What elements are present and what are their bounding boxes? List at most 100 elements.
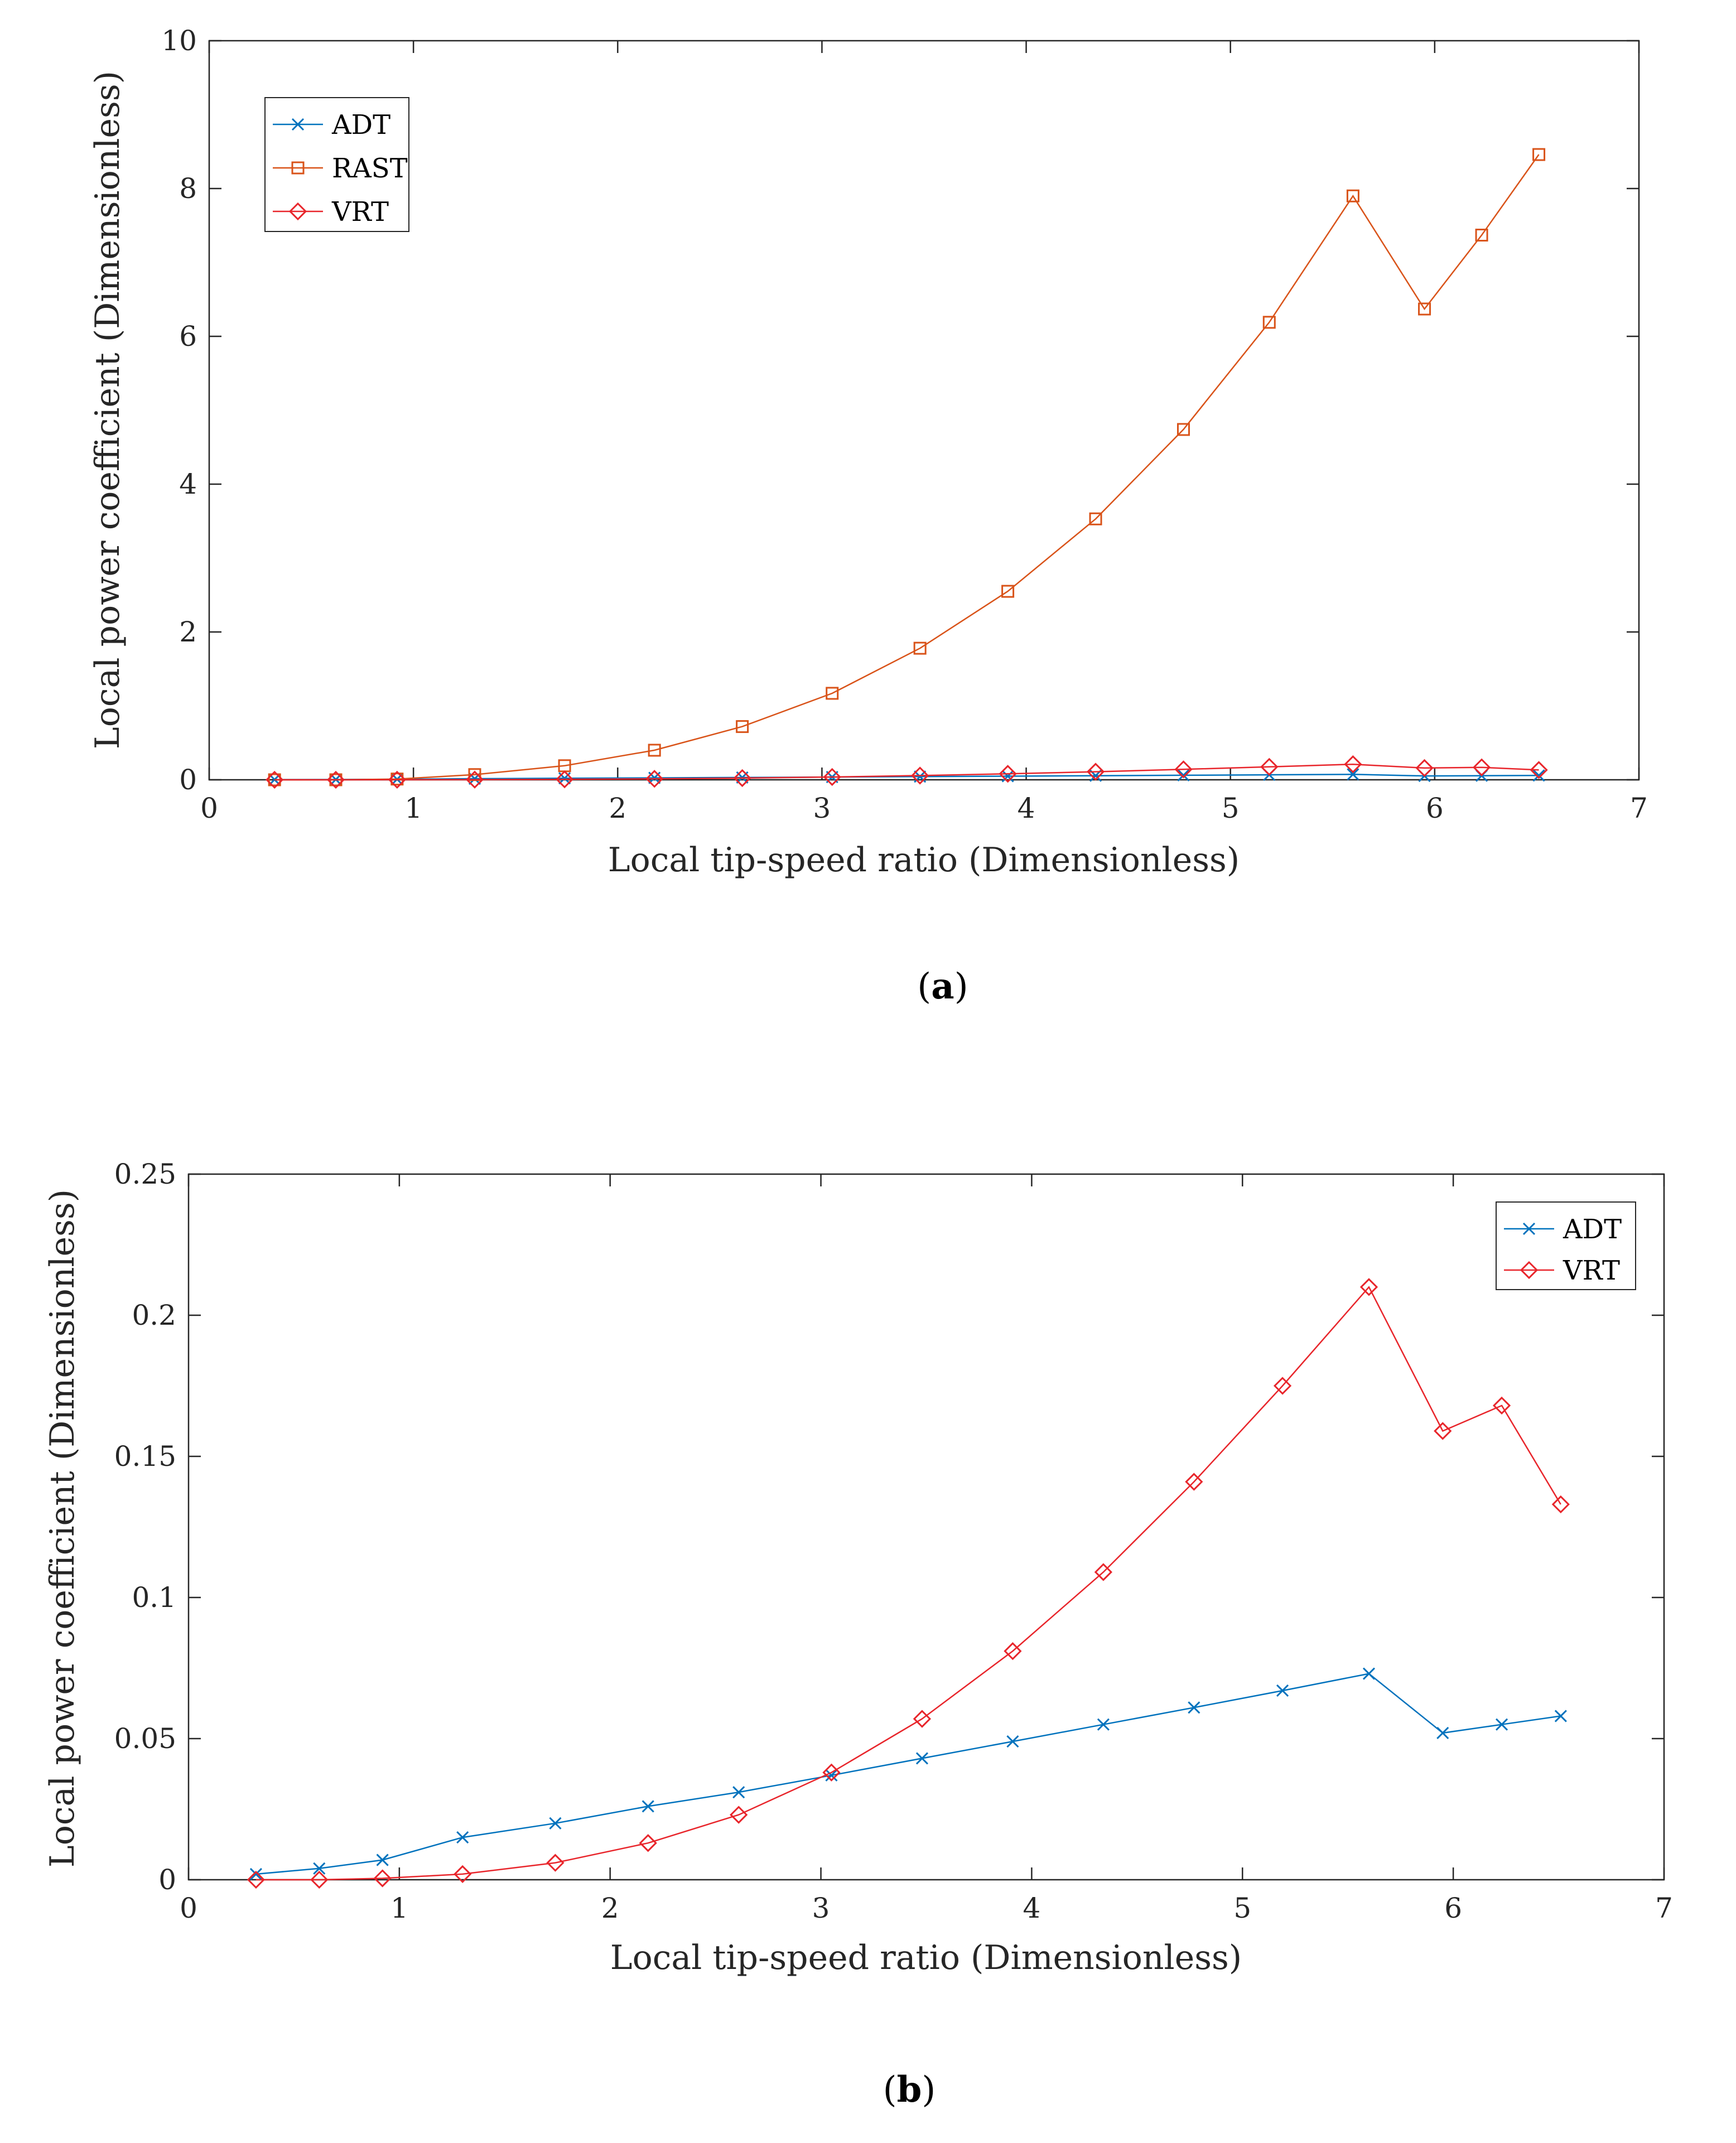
data-point-vrt <box>1551 1495 1570 1514</box>
data-point-vrt <box>822 1763 841 1782</box>
data-point-rast <box>1001 585 1015 598</box>
data-point-adt <box>1177 769 1190 781</box>
data-point-adt <box>549 1817 562 1830</box>
data-point-rast <box>1532 148 1546 161</box>
data-point-vrt <box>1260 757 1279 776</box>
y-tick-label: 0.2 <box>132 1299 176 1331</box>
y-tick-label: 10 <box>161 25 197 57</box>
plot-area-frame-a <box>208 40 1640 781</box>
data-point-vrt <box>1434 1422 1452 1440</box>
x-axis-label-a: Local tip-speed ratio (Dimensionless) <box>608 841 1240 880</box>
data-point-adt <box>456 1831 469 1844</box>
y-tick-label: 0.15 <box>114 1440 176 1473</box>
legend-label: RAST <box>332 153 408 184</box>
y-tick-label: 8 <box>179 172 197 205</box>
chart-panel-b: 0 1 2 3 4 5 6 7 0 0.05 0.1 0.15 0.2 0.25 Local tip-s… <box>43 1158 1673 2111</box>
data-point-vrt <box>1530 761 1548 779</box>
legend-item-rast: RAST <box>273 153 408 184</box>
legend-marker <box>291 118 305 131</box>
legend-item-adt: ADT <box>273 109 390 141</box>
legend-box-b <box>1496 1201 1636 1290</box>
data-point-vrt <box>730 1806 748 1824</box>
legend-b: ADT VRT <box>1496 1201 1636 1290</box>
y-tick-label: 6 <box>179 320 197 353</box>
data-point-adt <box>1006 1735 1019 1748</box>
legend-marker <box>1522 1222 1536 1235</box>
legend-marker <box>291 161 305 175</box>
data-point-vrt <box>454 1865 472 1884</box>
data-point-vrt <box>388 770 406 789</box>
data-point-vrt <box>1086 762 1105 781</box>
series-line-vrt <box>274 763 1539 781</box>
x-tick-label: 3 <box>812 1892 830 1924</box>
data-point-adt <box>1436 1726 1449 1739</box>
x-tick-label: 7 <box>1630 792 1648 824</box>
data-point-adt <box>1001 770 1014 783</box>
data-point-vrt <box>1472 758 1491 776</box>
data-point-vrt <box>911 766 929 785</box>
data-point-adt <box>1362 1667 1376 1680</box>
x-tick-label: 1 <box>404 792 422 824</box>
caption-letter-b: b <box>897 2069 922 2111</box>
chart-panel-a: 0 1 2 3 4 5 6 7 0 2 4 6 8 10 Local tip-speed ratio (… <box>88 25 1648 1007</box>
data-point-vrt <box>1359 1278 1378 1296</box>
x-tick-label: 0 <box>180 1892 197 1924</box>
y-tick-label: 0 <box>179 764 197 796</box>
legend-marker <box>1520 1261 1539 1280</box>
data-point-vrt <box>310 1870 329 1889</box>
data-point-vrt <box>465 770 484 789</box>
data-point-adt <box>1276 1684 1289 1697</box>
y-tick-label: 0.05 <box>114 1722 176 1755</box>
x-tick-label: 7 <box>1655 1892 1673 1924</box>
data-point-adt <box>1347 768 1359 781</box>
x-tick-label: 3 <box>813 792 831 824</box>
data-point-vrt <box>1185 1473 1203 1491</box>
series-rast <box>268 148 1546 786</box>
data-point-rast <box>648 744 661 757</box>
x-tick-label: 5 <box>1233 1892 1251 1924</box>
data-point-rast <box>1418 302 1431 316</box>
caption-b: (b) <box>883 2069 936 2111</box>
x-tick-label: 4 <box>1018 792 1035 824</box>
data-point-vrt <box>373 1869 392 1888</box>
x-tick-label: 6 <box>1444 1892 1462 1924</box>
data-point-rast <box>1177 423 1190 436</box>
y-tick-label: 2 <box>179 616 197 648</box>
data-point-vrt <box>1415 759 1434 778</box>
data-point-vrt <box>733 769 751 788</box>
data-point-adt <box>1097 1718 1110 1731</box>
data-point-vrt <box>823 768 841 786</box>
y-tick-label: 0.1 <box>132 1581 176 1614</box>
series-vrt <box>266 755 1548 789</box>
caption-a: (a) <box>917 966 968 1007</box>
series-line-vrt <box>255 1286 1561 1881</box>
series-adt <box>249 1667 1567 1880</box>
data-point-rast <box>826 687 839 700</box>
data-point-adt <box>1495 1718 1508 1731</box>
data-point-rast <box>1346 189 1359 202</box>
data-point-vrt <box>1004 1642 1022 1661</box>
data-point-vrt <box>266 770 284 789</box>
x-tick-label: 6 <box>1426 792 1444 824</box>
x-tick-label: 2 <box>609 792 626 824</box>
legend-a: ADT RAST VRT <box>264 97 409 232</box>
data-point-vrt <box>639 1834 657 1852</box>
data-point-vrt <box>546 1854 565 1872</box>
data-point-vrt <box>1094 1563 1113 1581</box>
plot-area-frame-b <box>187 1173 1665 1881</box>
x-tick-label: 0 <box>200 792 218 824</box>
data-point-adt <box>1554 1710 1567 1722</box>
legend-label: ADT <box>331 109 390 141</box>
data-point-vrt <box>326 770 345 789</box>
data-point-vrt <box>913 1710 932 1728</box>
data-point-rast <box>1262 316 1276 329</box>
legend-item-adt: ADT <box>1504 1214 1622 1245</box>
legend-label: VRT <box>1563 1255 1620 1286</box>
y-tick-label: 4 <box>179 468 197 500</box>
x-tick-label: 1 <box>390 1892 408 1924</box>
data-point-adt <box>249 1867 262 1880</box>
legend-label: ADT <box>1563 1214 1622 1245</box>
data-point-rast <box>1475 228 1488 242</box>
y-axis-label-a: Local power coefficient (Dimensionless) <box>88 71 127 749</box>
y-tick-label: 0.25 <box>114 1158 176 1190</box>
